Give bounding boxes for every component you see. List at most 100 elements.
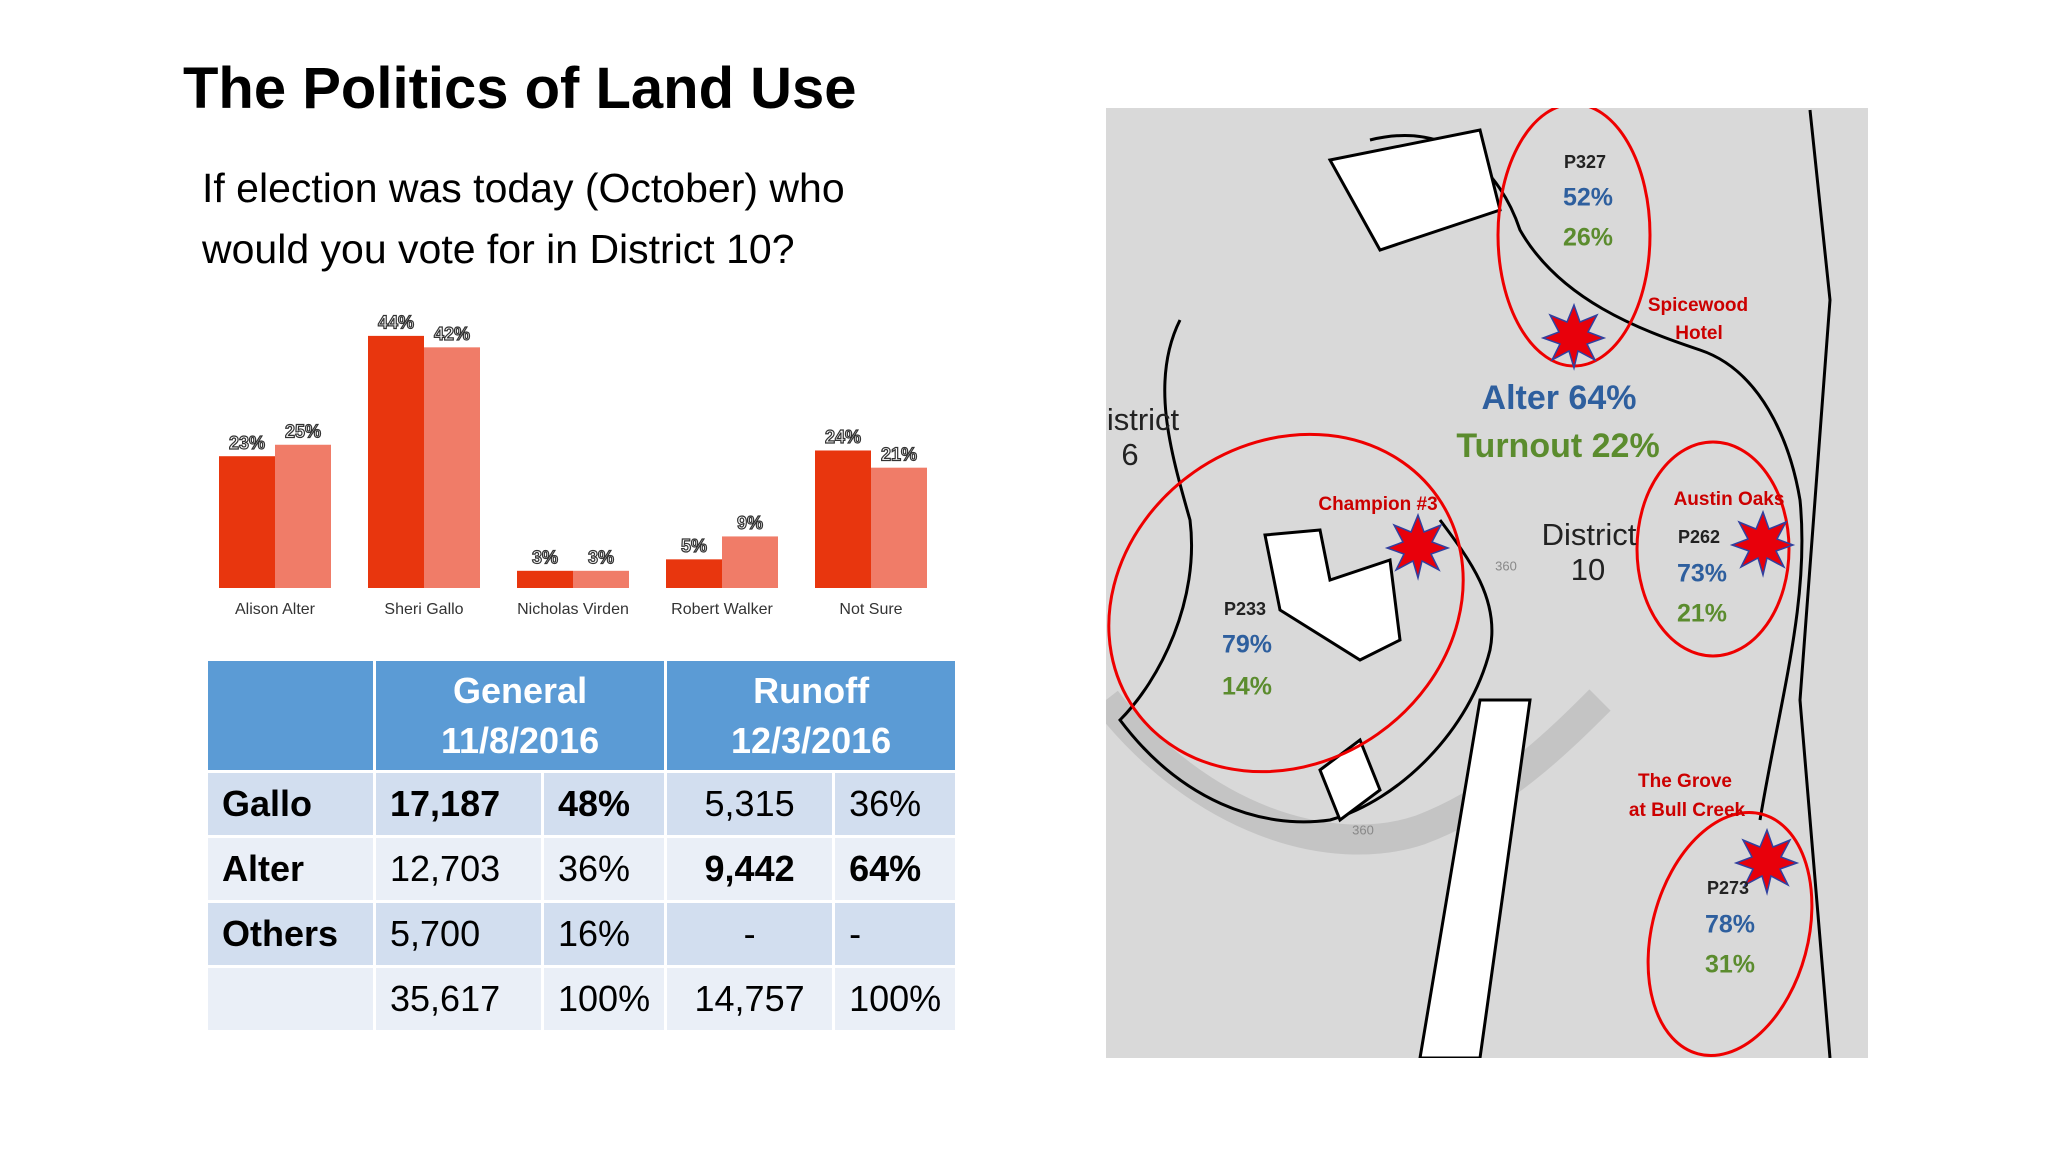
slide-title: The Politics of Land Use	[183, 56, 857, 121]
cell	[205, 965, 376, 1033]
highlight-ellipse	[1107, 432, 1465, 774]
district-label: 6	[1121, 437, 1138, 472]
value-label: 24%	[825, 427, 861, 447]
cell: 36%	[832, 770, 959, 838]
col-label: General	[453, 669, 588, 711]
precinct-id: P327	[1564, 152, 1606, 172]
cell: 17,187	[373, 770, 544, 838]
precinct-value: 21%	[1677, 600, 1727, 628]
bar	[368, 335, 424, 588]
cell: 14,757	[664, 965, 836, 1033]
cell: 35,617	[373, 965, 544, 1033]
site-marker	[1733, 827, 1800, 896]
parcel	[1418, 698, 1532, 1058]
cell: -	[832, 900, 959, 968]
bar	[517, 570, 573, 588]
summary-label: Turnout 22%	[1456, 427, 1659, 465]
bar	[424, 347, 480, 588]
results-table: General 11/8/2016 Runoff 12/3/2016 Gallo 1…	[205, 658, 959, 1033]
site-marker	[1384, 512, 1451, 581]
header-cell	[205, 658, 376, 773]
site-label: Austin Oaks	[1674, 489, 1785, 510]
summary-label: Alter 64%	[1482, 379, 1637, 417]
x-tick-label: Nicholas Virden	[517, 601, 629, 618]
precinct-value: 52%	[1563, 184, 1613, 212]
x-tick-label: Not Sure	[839, 601, 902, 618]
cell: 100%	[832, 965, 959, 1033]
district-label: istrict	[1107, 402, 1180, 437]
header-cell: Runoff 12/3/2016	[664, 658, 959, 773]
cell: -	[664, 900, 836, 968]
site-markers	[1384, 302, 1800, 896]
site-label: Hotel	[1675, 323, 1723, 344]
site-label: Spicewood	[1648, 295, 1748, 316]
precinct-value: 31%	[1705, 951, 1755, 979]
header-row: General 11/8/2016 Runoff 12/3/2016	[205, 658, 959, 773]
site-label: at Bull Creek	[1629, 800, 1746, 821]
highway-label: 360	[1495, 558, 1517, 573]
map: istrict 6 District 10 Alter 64% Turnout …	[1106, 108, 1868, 1058]
value-label: 3%	[588, 548, 614, 568]
value-label: 42%	[434, 324, 470, 344]
precinct-value: 14%	[1222, 673, 1272, 701]
precinct-id: P273	[1707, 878, 1749, 898]
site-marker	[1540, 302, 1607, 371]
bar	[722, 536, 778, 588]
value-label: 23%	[229, 433, 265, 453]
row: Gallo 17,187 48% 5,315 36%	[205, 770, 959, 838]
boundary	[1118, 319, 1494, 824]
river	[1106, 689, 1611, 855]
bar	[275, 444, 331, 588]
x-tick-label: Alison Alter	[235, 601, 316, 618]
cell: 36%	[540, 835, 668, 903]
cell: 5,700	[373, 900, 544, 968]
highway-label: 360	[1352, 822, 1374, 837]
value-label: 9%	[737, 513, 763, 533]
precinct-value: 73%	[1677, 560, 1727, 588]
precinct-id: P262	[1678, 527, 1720, 547]
cell: 16%	[540, 900, 668, 968]
map-labels: istrict 6 District 10 Alter 64% Turnout …	[1107, 152, 1785, 979]
bar	[871, 467, 927, 588]
site-label: Champion #3	[1318, 494, 1437, 515]
district-label: District	[1542, 517, 1637, 552]
bar	[573, 570, 629, 588]
col-date: 11/8/2016	[440, 719, 600, 761]
value-label: 25%	[285, 422, 321, 442]
boundary	[1798, 109, 1832, 1058]
col-date: 12/3/2016	[731, 719, 892, 761]
row: Alter 12,703 36% 9,442 64%	[205, 835, 959, 903]
cell: 48%	[540, 770, 668, 838]
parcel	[1318, 737, 1382, 823]
subtitle: would you vote for in District 10?	[202, 226, 795, 272]
parcel	[1263, 528, 1402, 662]
value-label: 21%	[881, 444, 917, 464]
highlight-ellipse	[1646, 811, 1814, 1057]
header-cell: General 11/8/2016	[372, 658, 668, 773]
boundary	[1369, 134, 1804, 821]
precinct-value: 79%	[1222, 631, 1272, 659]
precinct-value: 26%	[1563, 224, 1613, 252]
subtitle: If election was today (October) who	[202, 165, 845, 211]
chart: Alison Alter 23% 25% Sheri Gallo 44% 42% Nicho…	[219, 312, 927, 618]
x-tick-label: Robert Walker	[671, 601, 773, 618]
site-label: The Grove	[1638, 771, 1732, 792]
cell: 9,442	[664, 835, 836, 903]
cell: 5,315	[664, 770, 836, 838]
row: Others 5,700 16% - -	[205, 900, 959, 968]
value-label: 3%	[532, 548, 558, 568]
precinct-id: P233	[1224, 599, 1266, 619]
x-tick-label: Sheri Gallo	[384, 601, 463, 618]
cell: 12,703	[373, 835, 544, 903]
district-label: 10	[1571, 552, 1605, 587]
bar	[219, 456, 275, 588]
precinct-value: 78%	[1705, 911, 1755, 939]
bar	[815, 450, 871, 588]
value-label: 5%	[681, 536, 707, 556]
row: 35,617 100% 14,757 100%	[205, 965, 959, 1033]
bar	[666, 559, 722, 588]
cell: Gallo	[205, 770, 376, 838]
cell: 100%	[540, 965, 668, 1033]
